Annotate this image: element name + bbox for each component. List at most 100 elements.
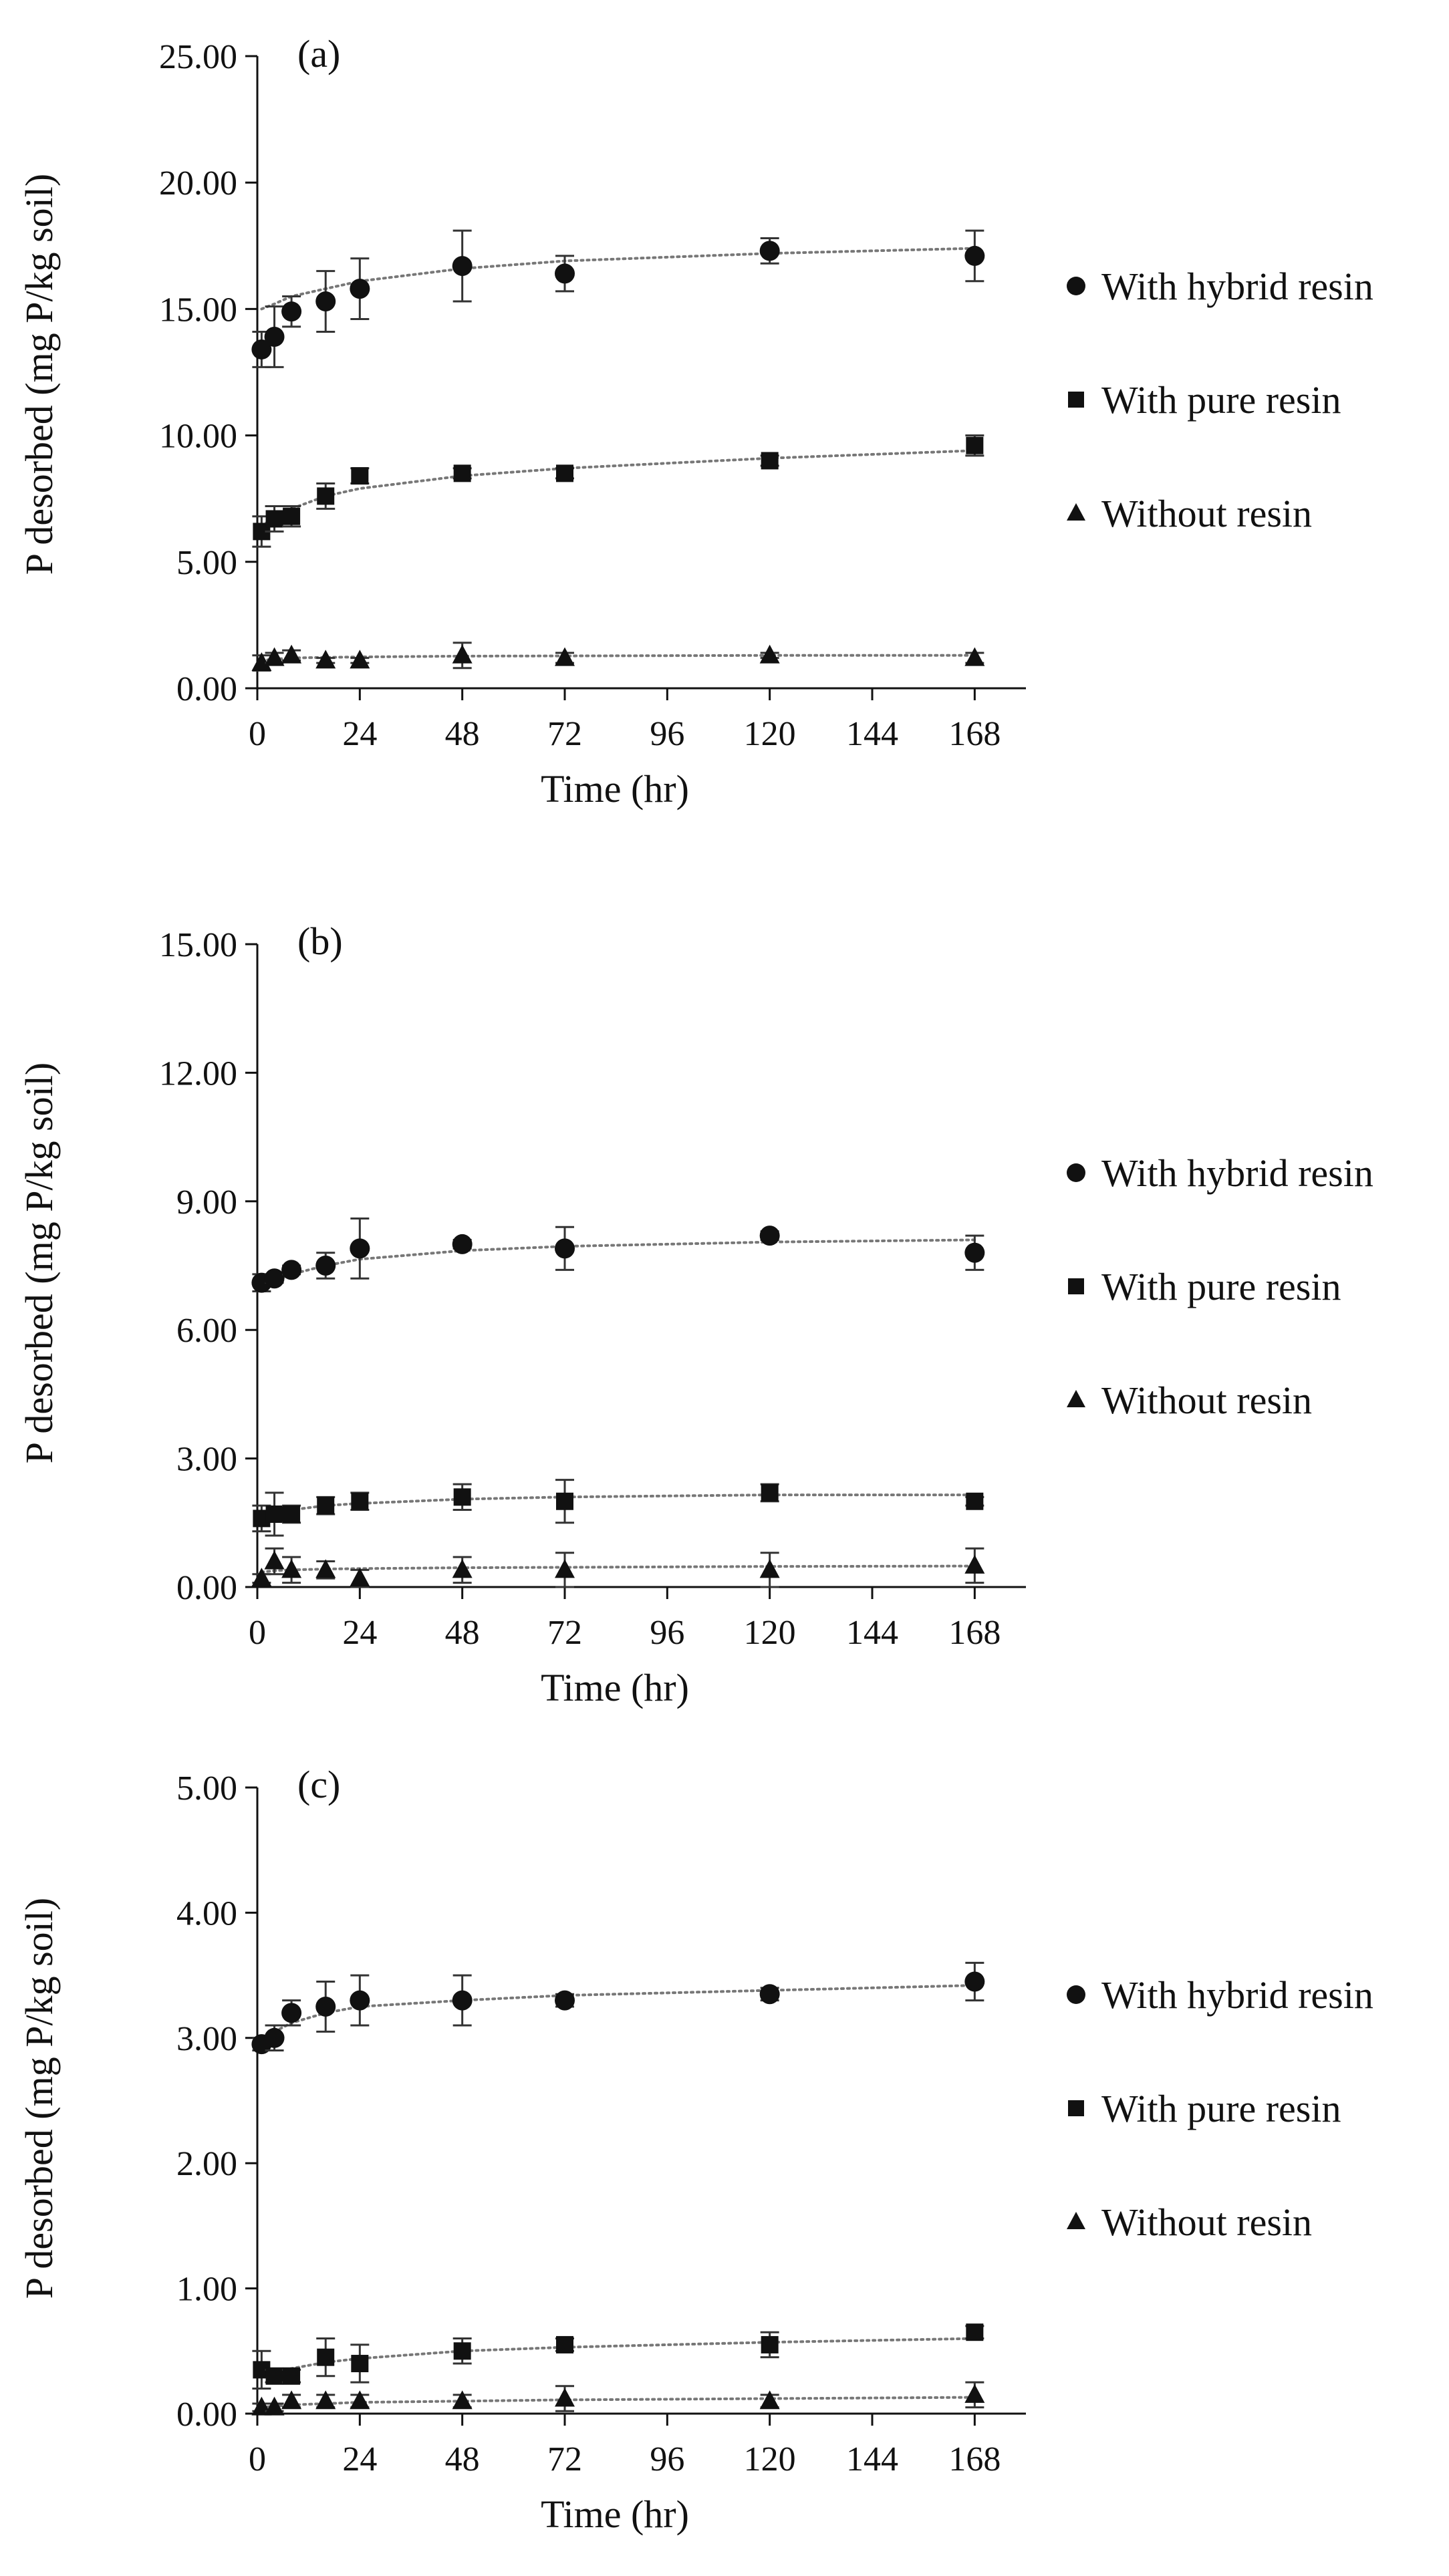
data-point [452,1990,473,2011]
data-point [264,2027,285,2048]
data-point [556,464,573,482]
data-point [452,1234,473,1254]
trend-line [260,2396,976,2409]
x-tick-label: 144 [846,715,898,753]
data-point [315,1996,336,2017]
data-point [264,1550,285,1570]
series-square [252,434,984,548]
y-tick-label: 6.00 [176,1312,237,1350]
x-tick-label: 96 [650,2440,684,2478]
legend-label: Without resin [1101,1379,1312,1422]
panel-label: (b) [297,919,343,963]
x-tick-label: 0 [249,1614,266,1652]
y-tick-label: 15.00 [159,926,237,964]
panel-label: (a) [297,32,340,76]
legend-label: Without resin [1101,2200,1312,2244]
data-point [555,1559,575,1578]
data-point [315,291,336,312]
data-point [317,487,335,505]
data-point [283,507,301,525]
data-point [265,510,283,528]
legend-marker-square [1068,2100,1084,2116]
y-tick-label: 25.00 [159,38,237,76]
data-point [964,1242,985,1263]
x-tick-label: 168 [948,2440,1001,2478]
y-tick-label: 3.00 [176,2020,237,2058]
data-point [759,1559,780,1578]
x-tick-label: 48 [445,2440,480,2478]
data-point [350,279,370,299]
x-tick-label: 168 [948,715,1001,753]
x-axis-title: Time (hr) [541,767,689,811]
y-tick-label: 5.00 [176,1769,237,1808]
data-point [759,1984,780,2005]
series-triangle [251,1547,985,1588]
trend-line [260,449,976,528]
data-point [966,436,984,454]
data-point [315,2390,336,2410]
data-point [452,2390,473,2410]
data-point [283,1505,301,1523]
data-point [966,2323,984,2341]
data-point [281,2390,302,2410]
data-point [555,2388,575,2407]
data-point [315,1559,336,1578]
x-tick-label: 144 [846,2440,898,2478]
data-point [281,1260,302,1280]
series-circle [251,1961,985,2055]
x-tick-label: 72 [547,715,582,753]
y-tick-label: 1.00 [176,2271,237,2309]
data-point [453,2342,471,2360]
legend-marker-circle [1067,1985,1085,2004]
data-point [350,2390,370,2410]
data-point [281,2003,302,2023]
data-point [453,1488,471,1506]
y-tick-label: 3.00 [176,1441,237,1479]
x-tick-label: 144 [846,1614,898,1652]
data-point [315,1256,336,1276]
data-point [315,650,336,669]
y-axis-title: P desorbed (mg P/kg soil) [17,174,61,575]
x-tick-label: 0 [249,715,266,753]
x-tick-label: 72 [547,2440,582,2478]
y-axis-title: P desorbed (mg P/kg soil) [17,1062,61,1463]
data-point [556,1492,573,1510]
x-tick-label: 120 [744,2440,796,2478]
data-point [281,644,302,664]
legend-label: With pure resin [1101,378,1341,422]
data-point [555,263,575,284]
trend-line [260,1984,976,2046]
data-point [281,1559,302,1578]
series-square [252,1479,984,1537]
data-point [555,1238,575,1259]
y-tick-label: 12.00 [159,1054,237,1093]
legend-marker-triangle [1067,503,1085,521]
data-point [283,2367,301,2385]
chart-panel-b: 0.00 3.00 6.00 9.00 12.00 15.00 0 24 48 72 96 120 14… [17,919,1373,1709]
x-axis-title: Time (hr) [541,2492,689,2536]
panel-label: (c) [297,1763,340,1806]
series-square [252,2323,984,2390]
y-tick-label: 5.00 [176,544,237,582]
data-point [317,2348,335,2366]
series-circle [251,1217,985,1293]
series-triangle [251,2381,985,2416]
series-triangle [251,641,985,672]
x-tick-label: 96 [650,1614,684,1652]
legend-label: Without resin [1101,492,1312,535]
data-point [964,1554,985,1574]
legend-marker-square [1068,392,1084,408]
data-point [251,1568,272,1587]
data-point [556,2335,573,2353]
series-circle [251,229,985,368]
data-point [964,647,985,666]
legend-label: With hybrid resin [1101,1973,1373,2017]
data-point [452,256,473,277]
data-point [964,1971,985,1992]
x-tick-label: 72 [547,1614,582,1652]
data-point [761,1483,779,1501]
y-tick-label: 0.00 [176,2396,237,2434]
data-point [555,1990,575,2011]
legend-label: With pure resin [1101,1265,1341,1308]
